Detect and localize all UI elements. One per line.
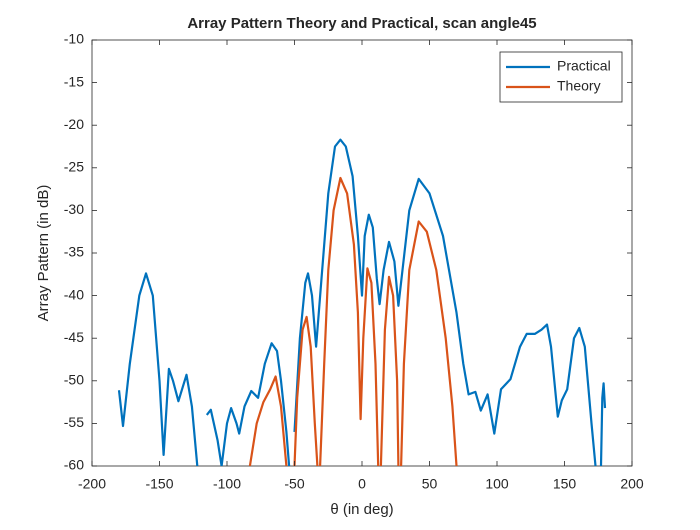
y-tick-label: -35 [64,244,84,260]
y-tick-label: -40 [64,286,84,302]
x-tick-label: -150 [145,476,173,492]
legend-label: Practical [557,58,611,74]
legend-label: Theory [557,78,601,94]
y-tick-label: -55 [64,414,84,430]
y-tick-label: -50 [64,372,84,388]
x-tick-label: 0 [358,476,366,492]
y-axis-label: Array Pattern (in dB) [35,185,52,322]
y-tick-label: -15 [64,73,84,89]
data-line [248,176,458,466]
y-tick-label: -25 [64,159,84,175]
chart-title: Array Pattern Theory and Practical, scan… [187,15,536,32]
y-tick-label: -60 [64,457,84,473]
lines [117,138,607,466]
data-line [117,138,607,466]
x-tick-label: 200 [620,476,644,492]
y-tick-label: -45 [64,329,84,345]
x-tick-label: -200 [78,476,106,492]
y-tick-label: -30 [64,201,84,217]
y-tick-label: -20 [64,116,84,132]
x-tick-label: 100 [485,476,509,492]
x-tick-label: -100 [213,476,241,492]
x-axis-label: θ (in deg) [330,501,393,518]
legend-box [499,51,623,103]
x-tick-label: -50 [284,476,304,492]
y-tick-label: -10 [64,31,84,47]
x-tick-label: 150 [553,476,577,492]
x-tick-label: 50 [422,476,438,492]
